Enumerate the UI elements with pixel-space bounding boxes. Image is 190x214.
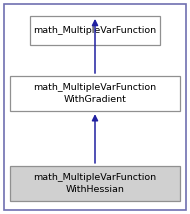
Text: math_MultipleVarFunction
WithHessian: math_MultipleVarFunction WithHessian	[33, 173, 157, 194]
Bar	[10, 166, 180, 201]
Text: math_MultipleVarFunction: math_MultipleVarFunction	[33, 26, 157, 35]
Bar	[10, 76, 180, 111]
Bar	[30, 16, 160, 45]
Text: math_MultipleVarFunction
WithGradient: math_MultipleVarFunction WithGradient	[33, 83, 157, 104]
